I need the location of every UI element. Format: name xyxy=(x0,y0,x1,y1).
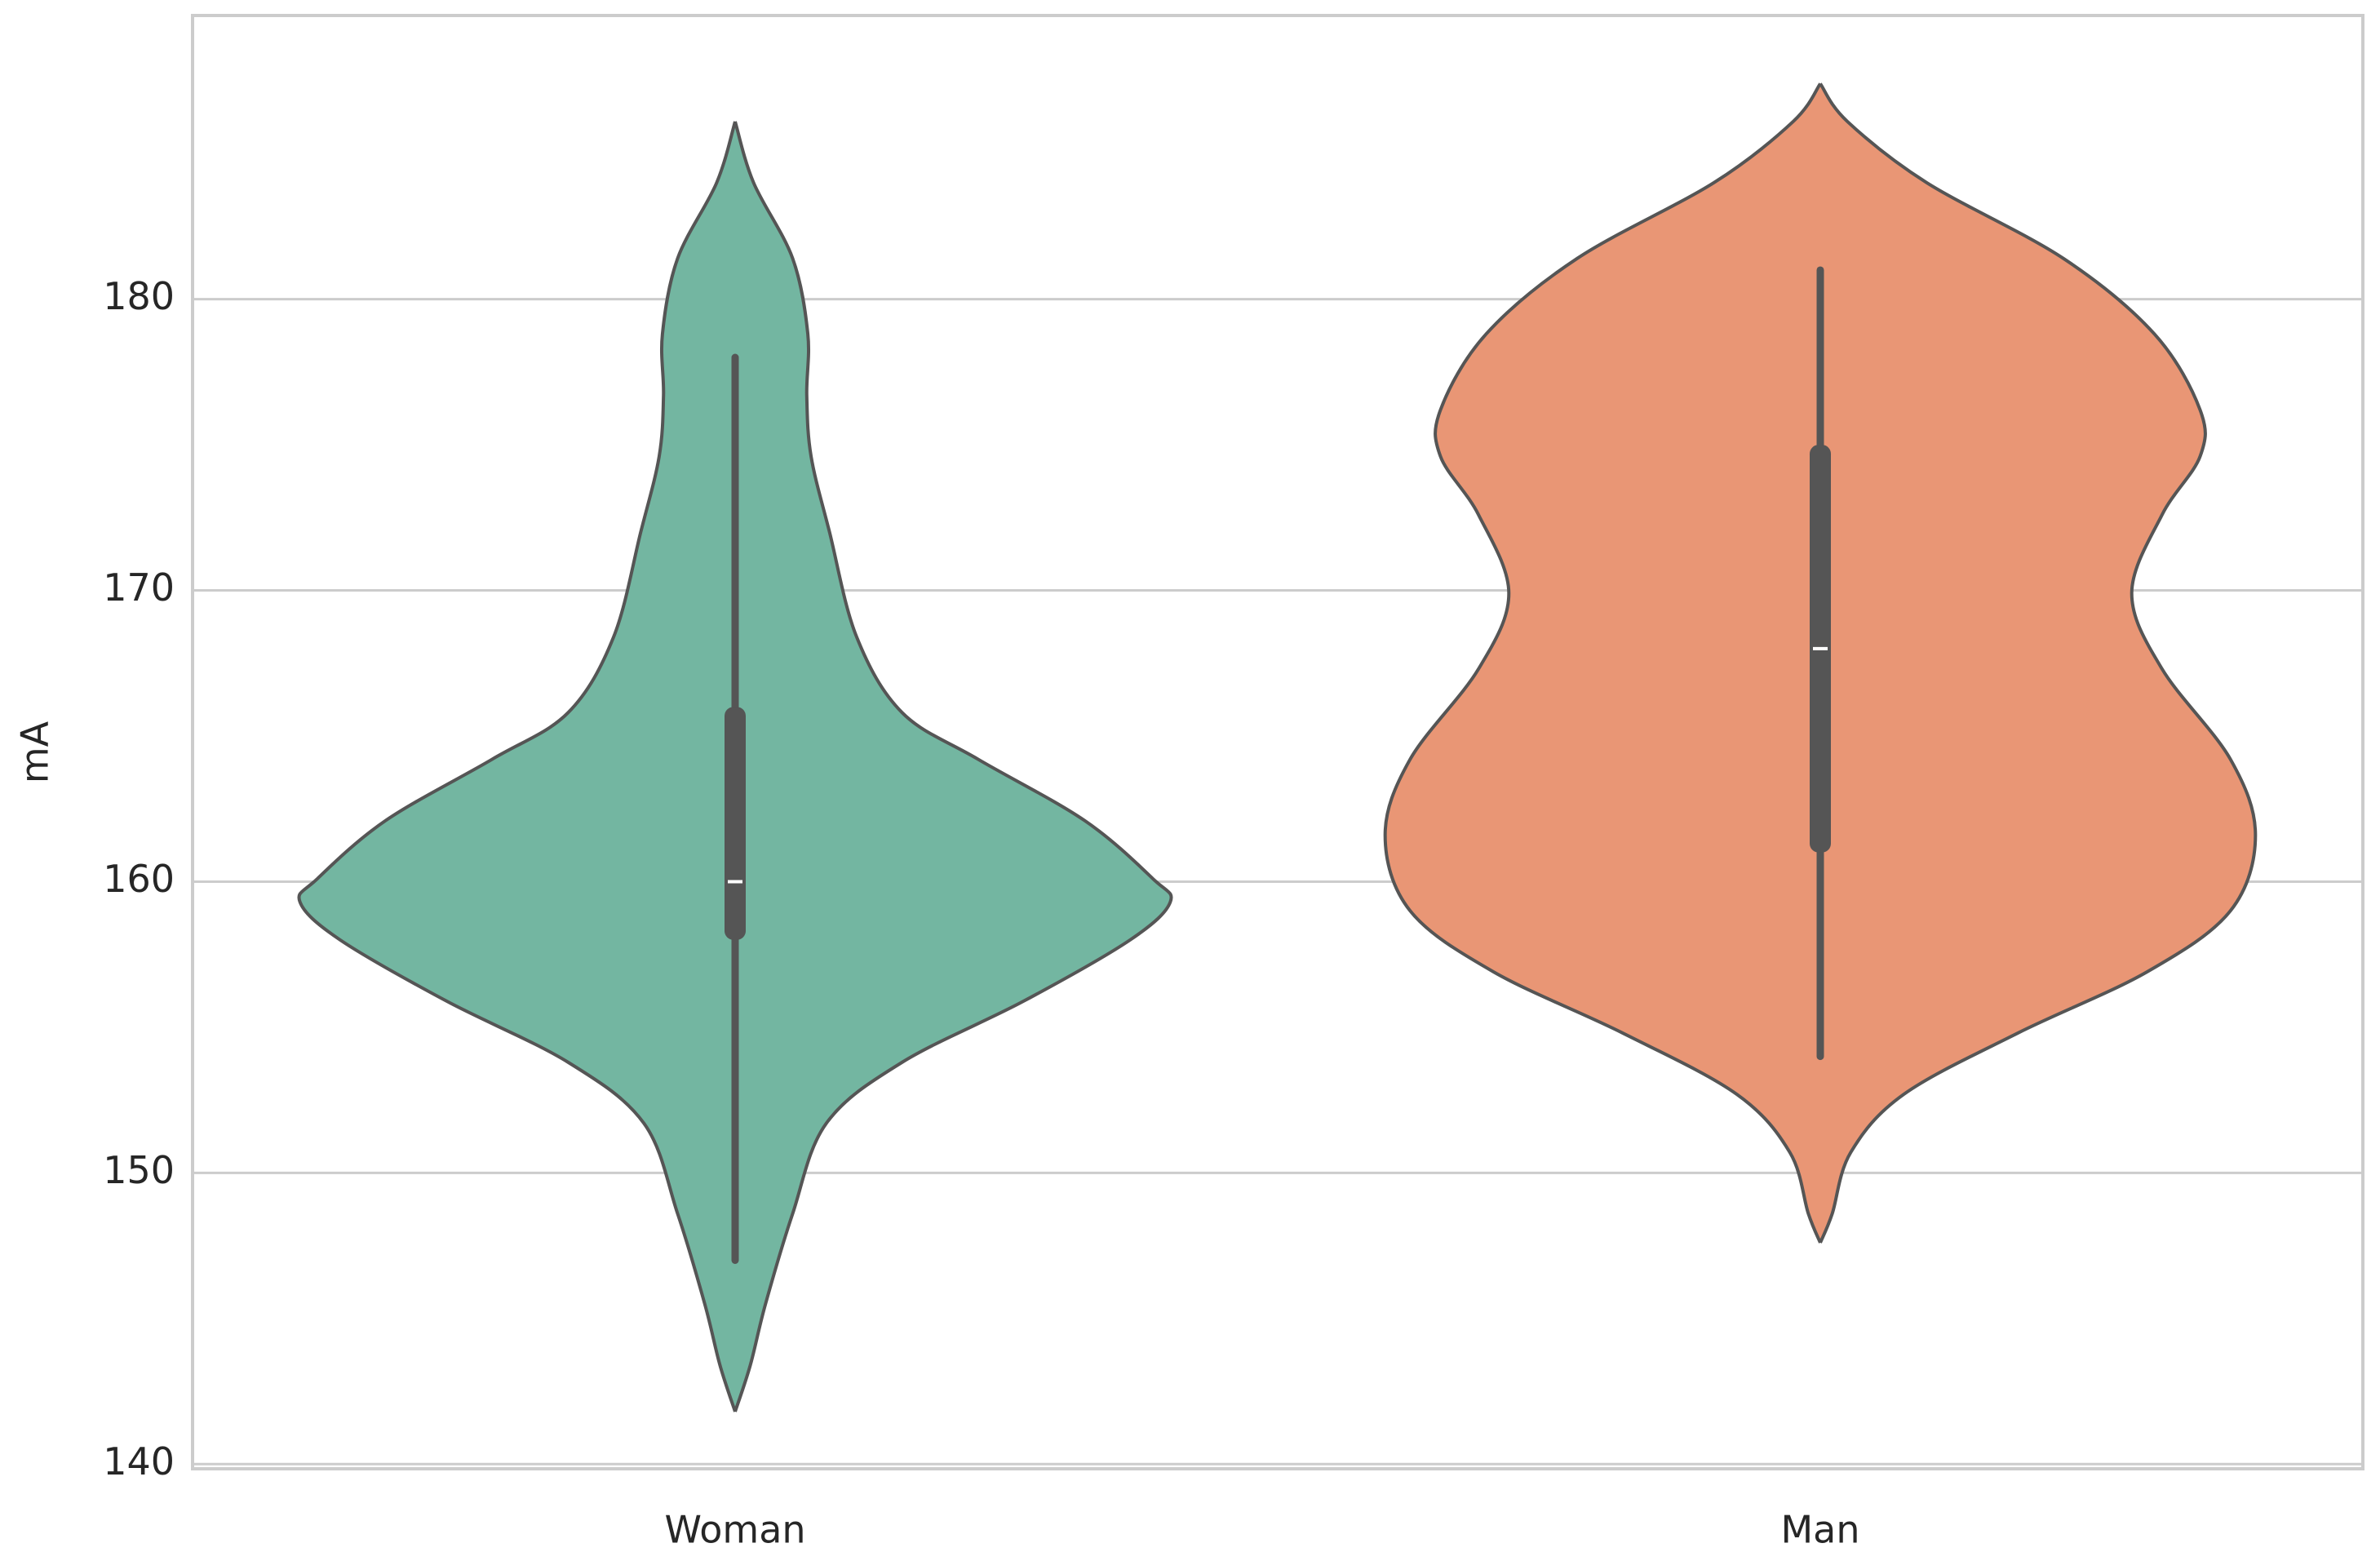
box xyxy=(725,707,746,940)
y-tick-label: 180 xyxy=(103,274,175,318)
violin-outline xyxy=(1383,82,1822,1244)
y-tick-label: 170 xyxy=(103,565,175,610)
violin-outline xyxy=(297,121,737,1412)
y-axis-label: mA xyxy=(13,721,57,783)
violin-outline xyxy=(1819,82,2258,1244)
x-tick-label: Man xyxy=(1780,1508,1859,1552)
violin-body xyxy=(735,121,1172,1412)
violin-body xyxy=(299,121,735,1412)
y-tick-label: 140 xyxy=(103,1439,175,1483)
y-tick-label: 160 xyxy=(103,857,175,901)
x-tick-label: Woman xyxy=(664,1508,805,1552)
violin-body xyxy=(1385,83,1820,1244)
violin-body xyxy=(1820,83,2256,1244)
y-tick-label: 150 xyxy=(103,1148,175,1192)
violin-outline xyxy=(734,121,1173,1412)
